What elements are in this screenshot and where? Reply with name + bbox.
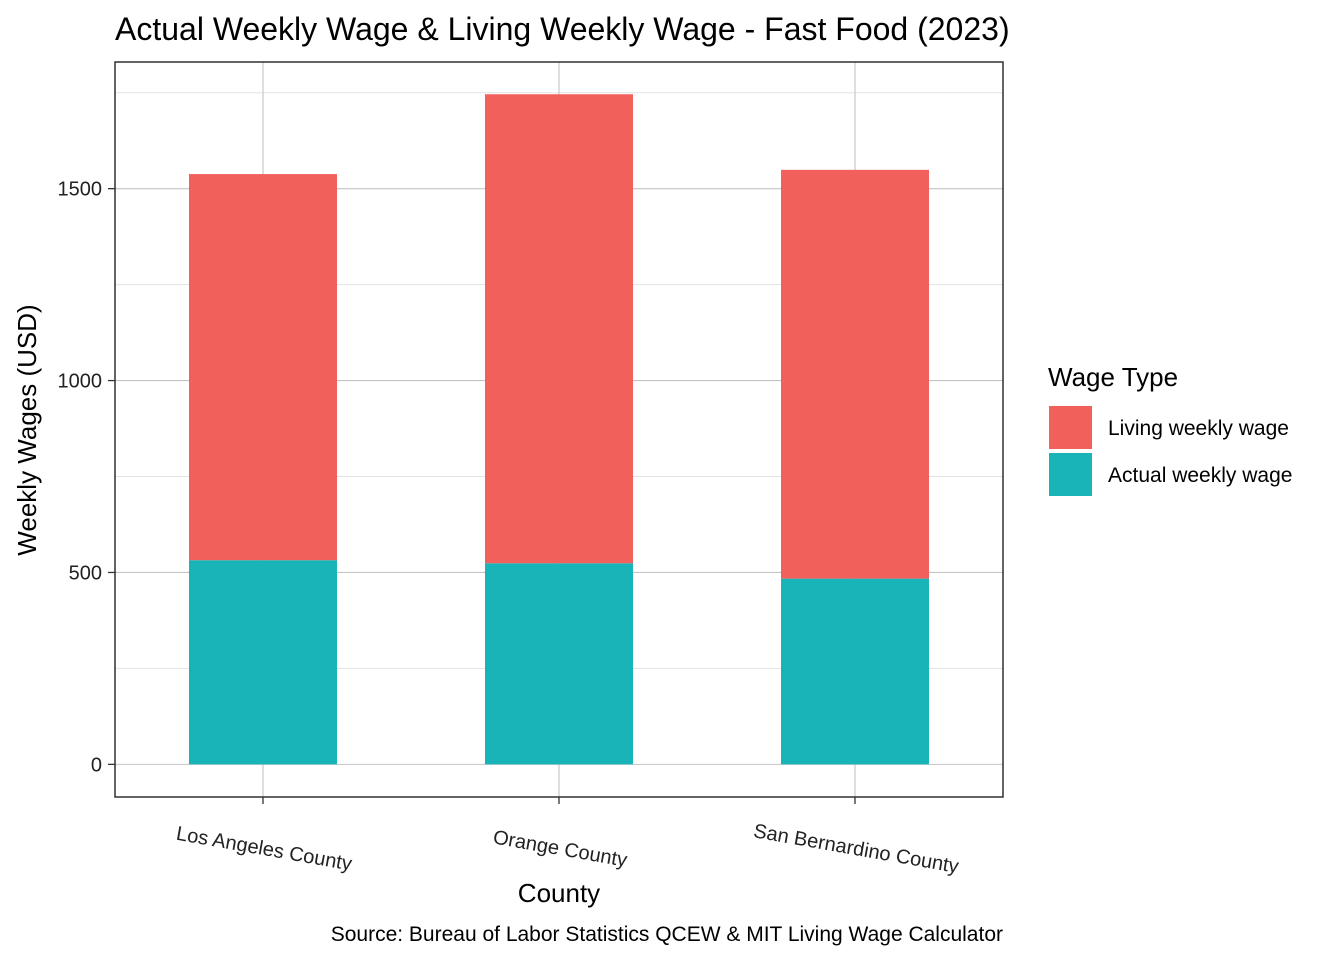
bars (189, 94, 929, 765)
bar-actual-weekly-wage (485, 563, 633, 765)
legend-swatch (1049, 406, 1092, 449)
legend: Wage Type Living weekly wage Actual weekl… (1048, 362, 1292, 496)
bar-living-weekly-wage (189, 174, 337, 561)
x-tick-label: San Bernardino County (752, 820, 961, 878)
y-axis: 0 500 1000 1500 (58, 179, 115, 776)
bar-actual-weekly-wage (781, 578, 929, 765)
y-axis-label: Weekly Wages (USD) (12, 304, 42, 555)
bar-living-weekly-wage (781, 169, 929, 579)
legend-label: Living weekly wage (1108, 417, 1289, 440)
x-tick-label: Orange County (491, 826, 628, 871)
y-tick-label: 0 (91, 754, 102, 776)
bar-actual-weekly-wage (189, 560, 337, 765)
x-axis-label: County (518, 878, 600, 908)
x-axis: Los Angeles County Orange County San Berna… (175, 797, 961, 878)
y-tick-label: 500 (69, 562, 102, 584)
chart-title: Actual Weekly Wage & Living Weekly Wage … (115, 11, 1010, 47)
y-tick-label: 1500 (58, 179, 103, 201)
bar-living-weekly-wage (485, 94, 633, 564)
legend-title: Wage Type (1048, 362, 1178, 392)
chart-caption: Source: Bureau of Labor Statistics QCEW … (331, 923, 1003, 946)
x-tick-label: Los Angeles County (175, 823, 354, 876)
y-tick-label: 1000 (58, 371, 103, 393)
legend-swatch (1049, 453, 1092, 496)
legend-label: Actual weekly wage (1108, 464, 1292, 487)
